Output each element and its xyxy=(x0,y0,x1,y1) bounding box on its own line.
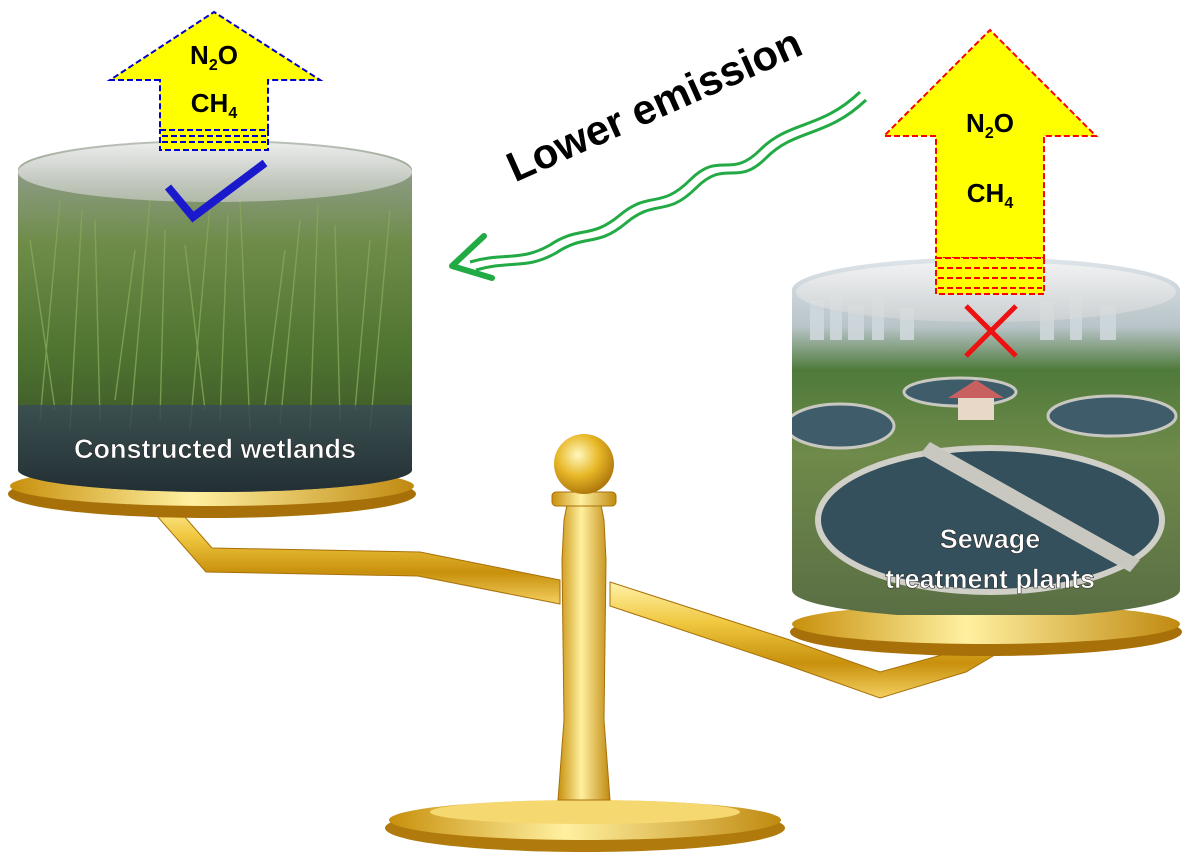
sewage-gas-ch4: CH4 xyxy=(967,178,1014,212)
wetland-label: Constructed wetlands xyxy=(74,434,356,464)
wetland-cylinder: Constructed wetlands xyxy=(18,140,412,492)
sewage-gas-n2o: N2O xyxy=(966,108,1014,142)
scale-arm-left xyxy=(149,499,561,605)
scale-knob xyxy=(554,434,614,494)
lower-emission-label: Lower emission xyxy=(500,19,809,191)
sewage-plant-cylinder: Sewage treatment plants xyxy=(792,257,1180,615)
wetland-gas-ch4: CH4 xyxy=(191,88,238,122)
wetland-emission-arrow: N2O CH4 xyxy=(106,10,324,151)
check-mark-icon xyxy=(164,159,268,223)
sewage-emission-arrow: N2O CH4 xyxy=(881,28,1099,295)
scale-pillar xyxy=(557,499,611,801)
sewage-label-line1: Sewage xyxy=(940,524,1041,554)
scale-base xyxy=(385,800,785,852)
wavy-arrow-icon xyxy=(449,90,868,281)
wetland-gas-n2o: N2O xyxy=(190,40,238,74)
cross-mark-icon xyxy=(964,304,1018,358)
sewage-label-line2: treatment plants xyxy=(885,564,1095,594)
